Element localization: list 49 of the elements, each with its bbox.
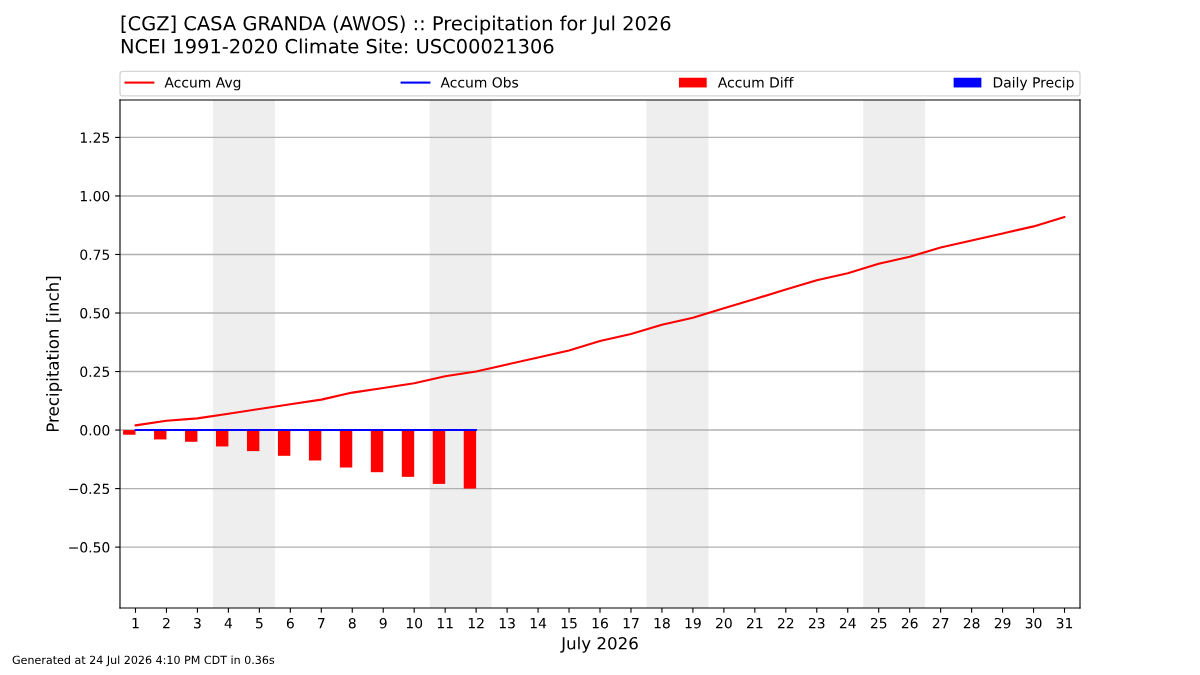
x-tick-label: 2 — [163, 617, 170, 629]
legend-label: Daily Precip — [993, 76, 1074, 91]
chart-subtitle: NCEI 1991-2020 Climate Site: USC00021306 — [121, 38, 554, 54]
x-tick-label: 18 — [654, 617, 670, 629]
x-tick-label: 23 — [808, 617, 825, 629]
x-tick-label: 3 — [194, 617, 201, 629]
x-tick-label: 19 — [685, 617, 701, 629]
legend-label: Accum Diff — [717, 76, 794, 88]
y-tick-label: 1.25 — [80, 132, 110, 143]
y-axis-title: Precipitation [inch] — [46, 276, 63, 432]
x-tick-label: 16 — [592, 617, 608, 629]
line-series — [134, 215, 1066, 427]
y-tick-label: 0.00 — [80, 425, 110, 436]
x-tick-label: 12 — [468, 617, 484, 629]
legend-label: Accum Avg — [164, 77, 241, 91]
x-tick-label: 11 — [437, 618, 453, 629]
x-tick-label: 29 — [994, 617, 1011, 629]
x-tick-label: 24 — [839, 617, 856, 629]
y-tick-label: 0.25 — [80, 366, 110, 377]
x-tick-label: 25 — [870, 617, 887, 629]
y-tick-label: −0.25 — [69, 483, 110, 495]
x-tick-label: 21 — [747, 617, 763, 629]
x-tick-label: 15 — [561, 618, 577, 629]
x-tick-label: 22 — [777, 617, 794, 629]
x-tick-label: 28 — [963, 617, 980, 629]
y-tick-label: 0.75 — [80, 249, 110, 260]
x-tick-label: 30 — [1025, 617, 1042, 629]
x-tick-label: 26 — [901, 617, 918, 629]
x-tick-label: 17 — [623, 618, 639, 629]
chart-title: [CGZ] CASA GRANDA (AWOS) :: Precipitation for Jul 2026 — [121, 15, 671, 35]
x-axis-title: July 2026 — [560, 636, 638, 653]
x-tick-label: 13 — [499, 617, 515, 629]
x-tick-label: 5 — [256, 618, 263, 629]
x-tick-label: 27 — [932, 617, 949, 629]
y-tick-label: 1.00 — [80, 190, 110, 202]
legend-label: Accum Obs — [440, 76, 519, 88]
y-tick-label: −0.50 — [69, 542, 110, 553]
x-tick-label: 14 — [530, 618, 547, 629]
x-tick-label: 31 — [1056, 617, 1073, 629]
text: Generated at 24 Jul 2026 4:10 PM CDT in 0.36s — [12, 655, 275, 667]
x-tick-label: 8 — [348, 617, 356, 629]
x-tick-label: 4 — [224, 618, 233, 629]
x-tick-label: 6 — [286, 617, 294, 629]
x-tick-label: 20 — [716, 617, 732, 629]
y-tick-label: 0.50 — [80, 307, 110, 319]
x-tick-label: 1 — [132, 618, 139, 629]
x-tick-label: 9 — [379, 617, 387, 629]
x-tick-label: 7 — [318, 618, 325, 629]
x-tick-label: 10 — [406, 617, 423, 629]
